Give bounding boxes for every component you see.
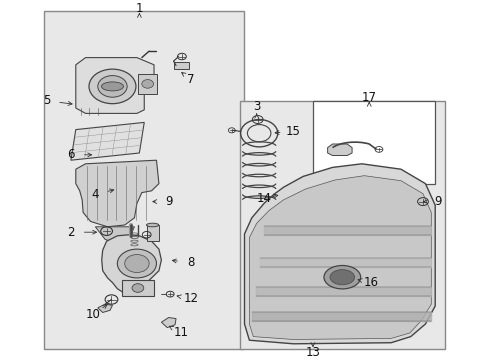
Text: 16: 16 <box>364 276 378 289</box>
Bar <box>312 101 434 184</box>
Bar <box>146 225 159 241</box>
Circle shape <box>142 80 153 88</box>
Circle shape <box>117 249 156 278</box>
Text: 12: 12 <box>183 292 198 305</box>
Text: 9: 9 <box>433 195 441 208</box>
Text: 4: 4 <box>91 188 99 201</box>
Text: 17: 17 <box>361 91 376 104</box>
Polygon shape <box>71 122 144 160</box>
Text: 5: 5 <box>42 94 50 107</box>
Polygon shape <box>76 160 159 227</box>
Circle shape <box>98 76 127 97</box>
Polygon shape <box>102 235 161 293</box>
Circle shape <box>132 284 143 292</box>
Polygon shape <box>327 144 351 156</box>
Circle shape <box>89 69 136 104</box>
Ellipse shape <box>323 266 360 289</box>
Text: 7: 7 <box>186 73 194 86</box>
Bar <box>44 11 244 349</box>
Text: 2: 2 <box>67 226 75 239</box>
Bar <box>239 101 444 349</box>
Text: 15: 15 <box>285 125 300 138</box>
Text: 3: 3 <box>252 100 260 113</box>
Bar <box>122 280 154 296</box>
Text: 13: 13 <box>305 346 320 359</box>
Text: 11: 11 <box>173 327 188 339</box>
Ellipse shape <box>102 82 123 91</box>
Polygon shape <box>244 164 434 344</box>
Polygon shape <box>161 318 176 328</box>
Text: 14: 14 <box>256 192 271 204</box>
Text: 9: 9 <box>164 195 172 208</box>
Text: 10: 10 <box>85 309 100 321</box>
Polygon shape <box>95 227 134 242</box>
Text: 6: 6 <box>67 148 75 161</box>
Bar <box>173 62 189 69</box>
Polygon shape <box>249 176 430 339</box>
Ellipse shape <box>329 270 354 285</box>
Polygon shape <box>76 58 154 113</box>
Bar <box>138 74 157 94</box>
Text: 8: 8 <box>186 256 194 269</box>
Polygon shape <box>98 304 112 312</box>
Text: 1: 1 <box>135 3 143 15</box>
Circle shape <box>124 255 149 273</box>
Ellipse shape <box>146 223 158 227</box>
